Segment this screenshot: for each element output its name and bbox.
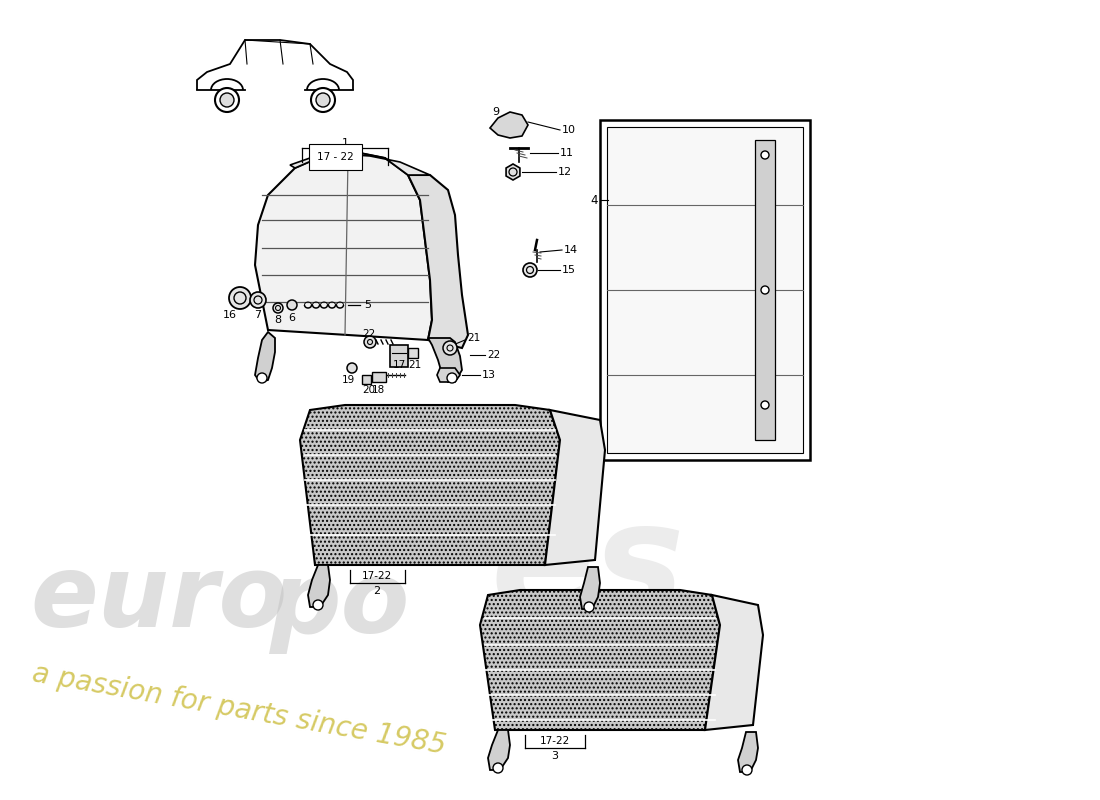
Text: 15: 15 (562, 265, 576, 275)
Polygon shape (308, 565, 330, 607)
Bar (755, 140, 775, 440)
Polygon shape (705, 595, 763, 730)
Circle shape (257, 373, 267, 383)
Bar (408, 348, 418, 358)
Polygon shape (300, 405, 560, 565)
Text: 22: 22 (487, 350, 500, 360)
Text: es: es (490, 495, 684, 645)
Circle shape (346, 363, 358, 373)
Text: 14: 14 (564, 245, 579, 255)
Text: 22: 22 (362, 329, 375, 339)
Polygon shape (255, 152, 432, 340)
Text: 21: 21 (468, 333, 481, 343)
Text: 3: 3 (551, 751, 559, 761)
Polygon shape (488, 730, 510, 770)
Circle shape (742, 765, 752, 775)
Text: 2: 2 (373, 586, 381, 596)
Text: 17-22: 17-22 (540, 736, 570, 746)
Bar (390, 345, 408, 367)
Circle shape (229, 287, 251, 309)
Circle shape (220, 93, 234, 107)
Text: 12: 12 (558, 167, 572, 177)
Circle shape (493, 763, 503, 773)
Text: 20: 20 (362, 385, 375, 395)
Polygon shape (580, 567, 600, 609)
Polygon shape (738, 732, 758, 772)
Text: 9: 9 (492, 107, 499, 117)
Text: 5: 5 (364, 300, 371, 310)
Text: 13: 13 (482, 370, 496, 380)
Polygon shape (290, 152, 430, 175)
Text: 17 - 22: 17 - 22 (317, 152, 354, 162)
Circle shape (250, 292, 266, 308)
Bar (372, 372, 386, 382)
Polygon shape (480, 590, 720, 730)
Text: a passion for parts since 1985: a passion for parts since 1985 (30, 660, 448, 760)
Text: 16: 16 (223, 310, 236, 320)
Circle shape (761, 151, 769, 159)
Polygon shape (544, 410, 605, 565)
Circle shape (316, 93, 330, 107)
Circle shape (522, 263, 537, 277)
Polygon shape (437, 368, 460, 382)
Polygon shape (408, 175, 468, 348)
Text: 8: 8 (274, 315, 282, 325)
Circle shape (761, 286, 769, 294)
Text: 19: 19 (341, 375, 354, 385)
Text: 1: 1 (341, 138, 349, 148)
Text: 4: 4 (591, 194, 598, 206)
Text: 21: 21 (408, 360, 421, 370)
Circle shape (443, 341, 456, 355)
Circle shape (364, 336, 376, 348)
Text: 17: 17 (393, 360, 406, 370)
Text: 7: 7 (254, 310, 262, 320)
Polygon shape (255, 332, 275, 382)
Bar (362, 375, 371, 384)
Circle shape (273, 303, 283, 313)
Circle shape (314, 600, 323, 610)
Polygon shape (600, 120, 810, 460)
Text: 10: 10 (562, 125, 576, 135)
Text: 17 - 22: 17 - 22 (327, 150, 363, 160)
Text: euro: euro (30, 551, 287, 649)
Polygon shape (428, 338, 462, 382)
Circle shape (447, 373, 456, 383)
Text: 17-22: 17-22 (362, 571, 392, 581)
Text: po: po (270, 557, 410, 654)
Polygon shape (490, 112, 528, 138)
Text: 6: 6 (288, 313, 296, 323)
Circle shape (584, 602, 594, 612)
Circle shape (287, 300, 297, 310)
Polygon shape (506, 164, 520, 180)
Text: 11: 11 (560, 148, 574, 158)
Circle shape (761, 401, 769, 409)
Circle shape (311, 88, 336, 112)
Polygon shape (607, 127, 803, 453)
Text: 18: 18 (372, 385, 385, 395)
Circle shape (214, 88, 239, 112)
